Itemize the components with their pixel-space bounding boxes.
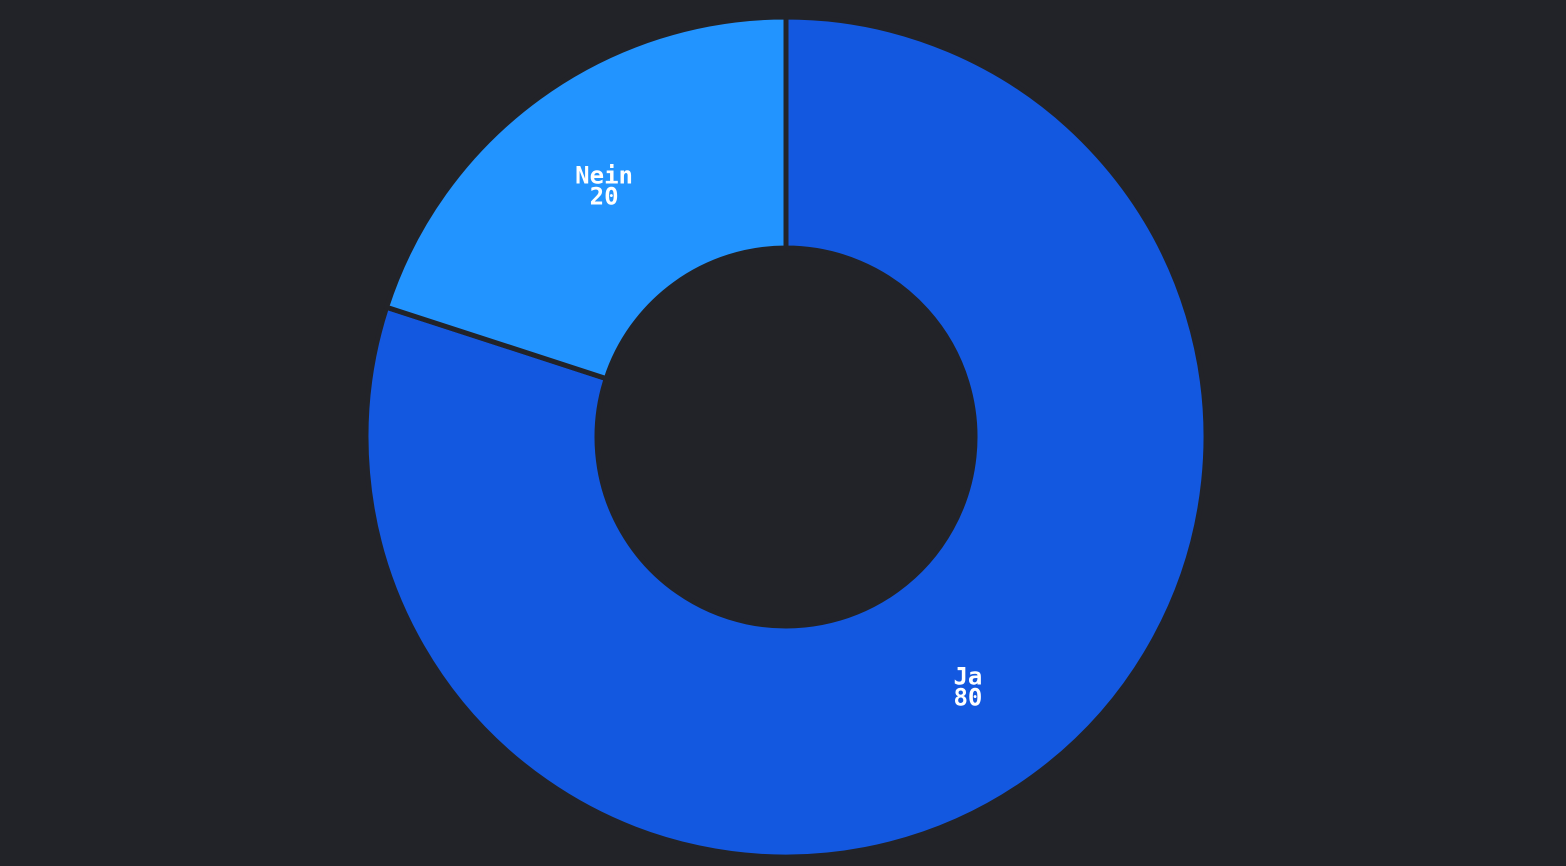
donut-slice-ja <box>363 14 1209 860</box>
slices-layer <box>363 14 1209 860</box>
slice-label-nein: Nein <box>575 162 633 190</box>
slice-value-ja: 80 <box>953 683 982 711</box>
donut-slice-nein <box>384 14 789 382</box>
slice-value-nein: 20 <box>590 183 619 211</box>
slice-label-ja: Ja <box>953 662 982 690</box>
